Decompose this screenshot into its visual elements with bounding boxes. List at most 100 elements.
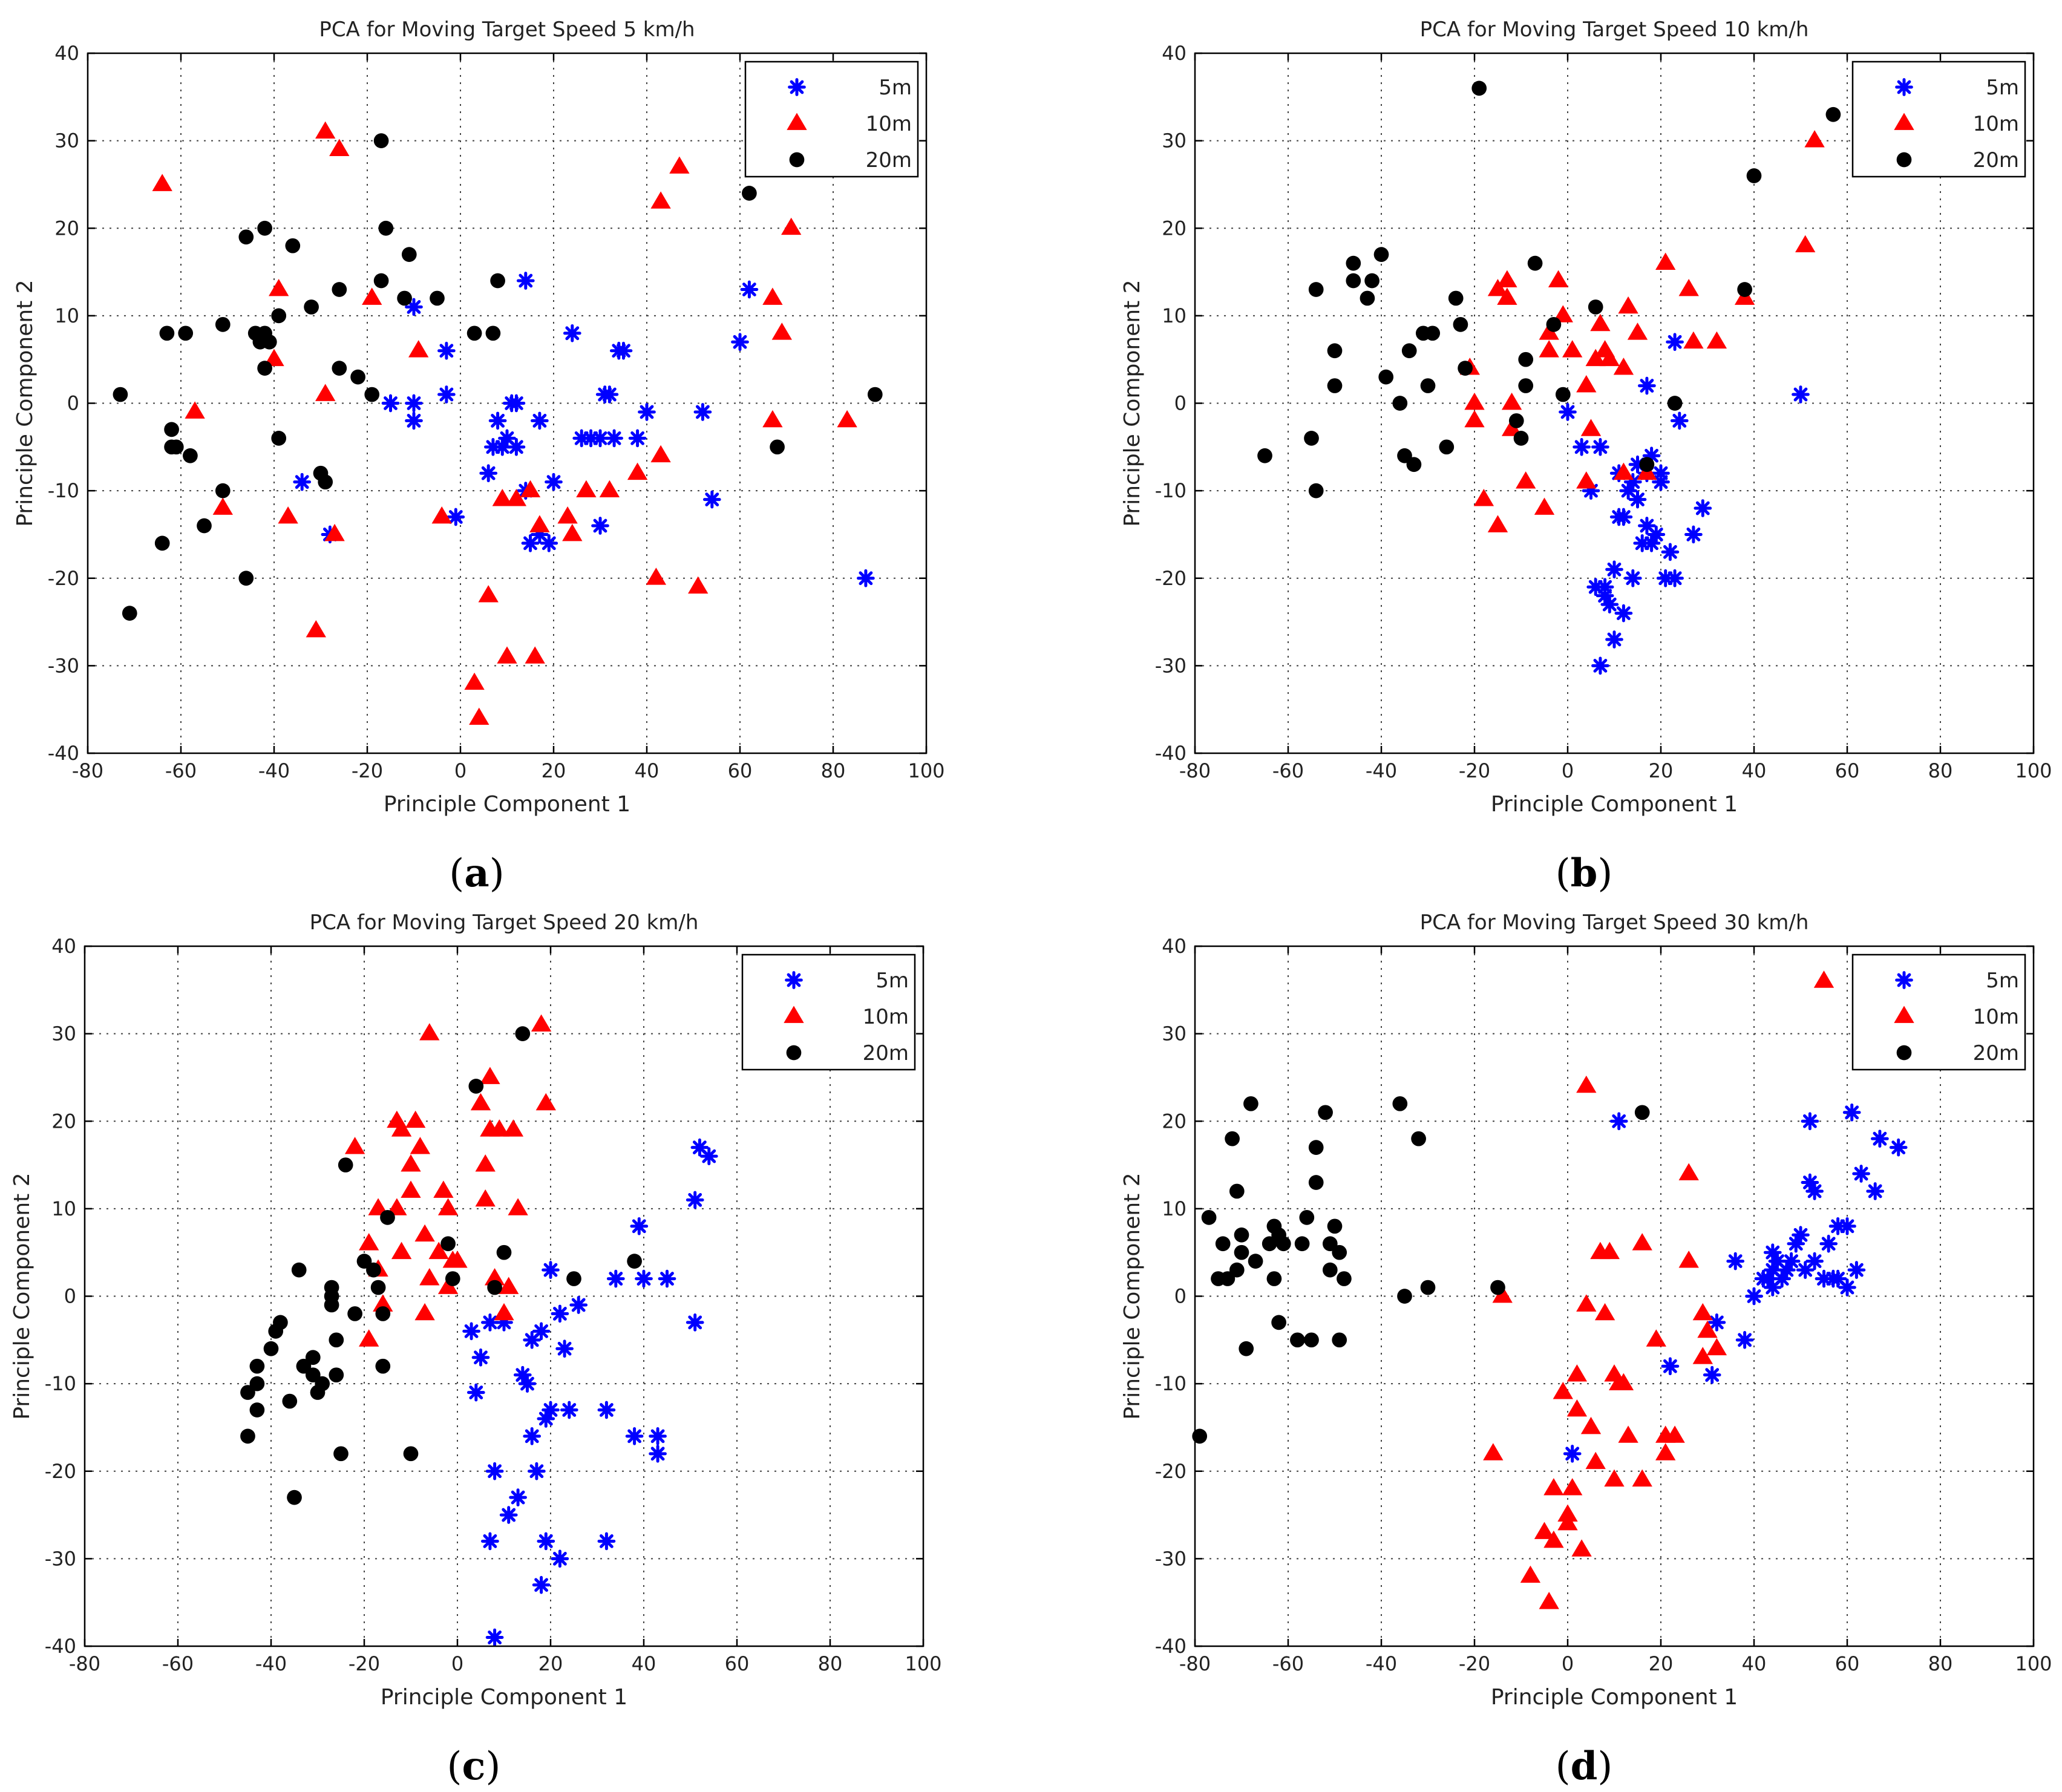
data-point-5m — [523, 1330, 542, 1349]
x-tick-label: 20 — [542, 759, 566, 782]
y-tick-label: -10 — [1155, 479, 1186, 502]
data-point-20m — [1555, 387, 1571, 402]
data-point-10m — [1813, 970, 1835, 988]
data-point-20m — [1634, 1105, 1650, 1120]
data-point-5m — [484, 437, 502, 456]
data-point-5m — [1735, 1330, 1754, 1349]
data-point-10m — [410, 1137, 431, 1154]
data-point-5m — [1801, 1173, 1819, 1192]
data-point-20m — [238, 571, 254, 586]
data-point-10m — [492, 489, 512, 506]
data-point-20m — [271, 308, 287, 324]
data-point-5m — [498, 429, 516, 448]
data-point-20m — [238, 229, 254, 245]
data-point-20m — [1746, 168, 1762, 183]
data-point-10m — [1562, 1478, 1583, 1496]
data-point-5m — [638, 403, 656, 421]
data-point-10m — [362, 287, 382, 305]
data-point-5m — [1661, 543, 1680, 561]
data-point-10m — [646, 567, 667, 585]
subfigure-caption: (d) — [1556, 1744, 1613, 1789]
data-point-20m — [1471, 80, 1487, 96]
data-point-20m — [373, 133, 389, 148]
data-point-20m — [1401, 343, 1417, 359]
chart-title: PCA for Moving Target Speed 20 km/h — [310, 911, 699, 935]
data-point-20m — [440, 1236, 456, 1252]
data-point-10m — [1585, 348, 1606, 367]
x-tick-label: -60 — [1272, 759, 1304, 782]
data-point-5m — [1647, 525, 1666, 544]
data-point-5m — [1684, 525, 1703, 544]
data-point-10m — [464, 672, 485, 690]
data-point-5m — [605, 429, 623, 448]
data-point-10m — [1613, 358, 1634, 375]
data-point-5m — [702, 490, 721, 509]
data-point-10m — [1627, 322, 1648, 340]
data-point-20m — [249, 1358, 265, 1374]
y-tick-label: 20 — [1162, 1110, 1186, 1133]
data-point-20m — [445, 1271, 460, 1286]
data-point-5m — [1623, 569, 1642, 587]
data-point-5m — [1628, 455, 1647, 474]
data-point-10m — [368, 1198, 388, 1215]
data-point-10m — [1655, 1443, 1676, 1460]
legend-item-20m: 20m — [1896, 1041, 2019, 1065]
x-tick-label: 40 — [632, 1652, 656, 1675]
data-point-5m — [693, 403, 712, 421]
x-tick-label: 40 — [1742, 1652, 1767, 1675]
chart-title: PCA for Moving Target Speed 10 km/h — [1420, 18, 1809, 42]
y-tick-label: -30 — [48, 654, 79, 677]
data-point-10m — [405, 1110, 426, 1128]
data-point-5m — [1614, 508, 1633, 526]
data-point-20m — [338, 1157, 353, 1172]
data-point-10m — [359, 1233, 379, 1251]
ticks: -80 -60 -40 -20 0 20 40 60 80 100 -40 -30 -20 -10 0 10 2… — [1155, 42, 2052, 782]
data-point-5m — [479, 464, 498, 483]
x-tick-label: -20 — [349, 1652, 380, 1675]
data-point-10m — [494, 1303, 514, 1321]
data-point-5m — [600, 385, 619, 404]
data-point-10m — [1618, 296, 1638, 314]
data-point-10m — [1683, 331, 1704, 349]
legend-label: 10m — [863, 1005, 909, 1029]
legend-item-10m: 10m — [1894, 1005, 2019, 1029]
data-point-10m — [1590, 313, 1611, 332]
panel-d: -80 -60 -40 -20 0 20 40 60 80 100 -40 -30 -20 -10 0 10 2… — [1120, 911, 2052, 1789]
data-point-10m — [447, 1251, 468, 1268]
data-point-20m — [305, 1367, 321, 1383]
data-point-5m — [1782, 1252, 1801, 1270]
data-point-20m — [1322, 1236, 1338, 1252]
legend-label: 5m — [1986, 76, 2019, 100]
data-point-20m — [249, 1402, 265, 1418]
y-tick-label: 10 — [54, 304, 79, 327]
x-tick-label: 0 — [454, 759, 466, 782]
data-point-20m — [257, 220, 272, 236]
data-point-10m — [1501, 419, 1522, 436]
data-point-5m — [462, 1322, 480, 1341]
data-point-20m — [1262, 1236, 1277, 1252]
legend-label: 20m — [1973, 148, 2019, 172]
data-point-10m — [373, 1294, 393, 1312]
data-point-20m — [364, 387, 380, 402]
data-point-5m — [545, 473, 563, 491]
data-point-5m — [528, 1462, 546, 1480]
data-point-10m — [278, 506, 298, 524]
series-20m — [1257, 80, 1841, 499]
data-point-5m — [405, 411, 423, 430]
x-tick-label: 60 — [725, 1652, 750, 1675]
x-tick-label: 0 — [1562, 759, 1574, 782]
data-point-20m — [1308, 282, 1324, 297]
data-point-10m — [1613, 462, 1634, 480]
data-point-5m — [1633, 534, 1652, 552]
y-axis-label: Principle Component 2 — [1120, 1172, 1145, 1419]
data-point-5m — [551, 1549, 569, 1568]
data-point-10m — [1497, 270, 1517, 287]
y-tick-label: -20 — [1155, 567, 1186, 590]
data-point-20m — [1346, 255, 1361, 271]
x-tick-label: 60 — [1835, 759, 1860, 782]
y-tick-label: -40 — [1155, 742, 1186, 765]
series-10m — [344, 1014, 556, 1347]
data-point-10m — [503, 1119, 524, 1137]
data-point-5m — [569, 1296, 588, 1314]
series-10m — [1459, 130, 1825, 532]
